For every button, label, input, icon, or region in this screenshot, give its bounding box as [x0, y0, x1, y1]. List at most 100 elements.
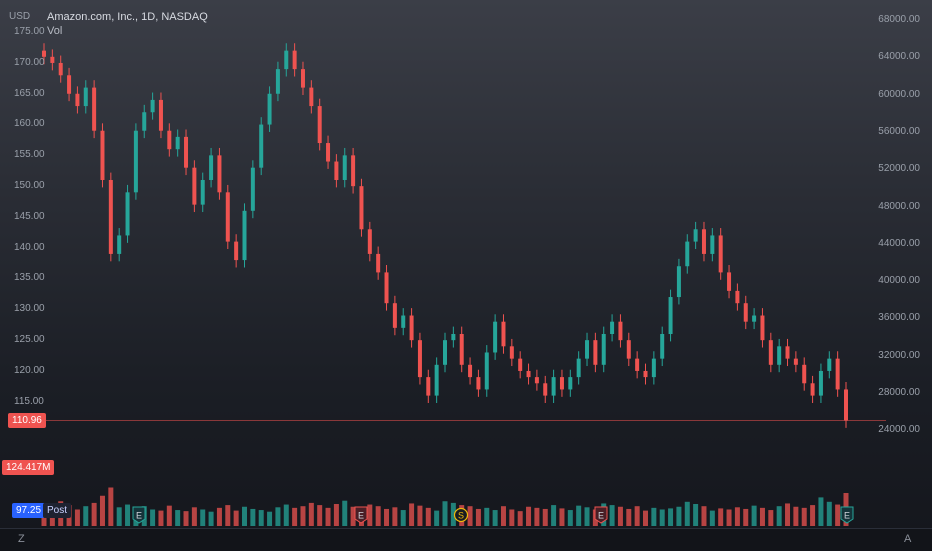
- volume-bar: [634, 506, 640, 526]
- candle-body: [225, 192, 230, 242]
- volume-bar: [175, 510, 181, 526]
- candle-body: [275, 69, 280, 94]
- candle-body: [493, 321, 498, 353]
- zoom-button[interactable]: Z: [18, 533, 25, 545]
- candle-body: [476, 377, 481, 390]
- candle-body: [676, 266, 681, 298]
- volume-bar: [810, 505, 816, 526]
- auto-scale-button[interactable]: A: [904, 533, 912, 545]
- price-tick-label: 130.00: [14, 303, 45, 315]
- candle-body: [727, 272, 732, 291]
- event-marker-letter: E: [844, 511, 850, 521]
- volume-bar: [258, 510, 264, 526]
- volume-bar: [216, 507, 222, 526]
- volume-bar: [693, 504, 699, 526]
- candle-body: [626, 340, 631, 359]
- candle-body: [710, 235, 715, 254]
- candle-body: [443, 340, 447, 365]
- volume-bar: [484, 507, 490, 526]
- volume-bar: [450, 502, 456, 526]
- volume-tick-label: 24000.00: [878, 424, 920, 436]
- candle-body: [384, 272, 389, 304]
- volume-bar: [709, 510, 715, 526]
- earnings-event-marker[interactable]: E: [594, 506, 608, 524]
- volume-bar: [225, 505, 231, 526]
- volume-bar: [643, 510, 648, 526]
- candle-body: [175, 136, 180, 150]
- price-tick-label: 140.00: [14, 241, 45, 253]
- candle-body: [117, 235, 122, 254]
- volume-bar: [617, 506, 623, 526]
- volume-bar: [668, 508, 674, 526]
- volume-bar: [517, 511, 523, 526]
- earnings-event-marker[interactable]: E: [354, 506, 368, 524]
- volume-bar: [83, 506, 89, 526]
- candle-body: [643, 370, 648, 378]
- volume-bar: [475, 508, 481, 526]
- candle-body: [250, 167, 255, 211]
- volume-tick-label: 52000.00: [878, 163, 920, 175]
- candle-body: [267, 93, 272, 125]
- candle-body: [635, 358, 640, 371]
- candle-body: [802, 364, 807, 384]
- volume-tick-label: 68000.00: [878, 14, 920, 25]
- candle-body: [793, 358, 798, 365]
- volume-bar: [300, 506, 306, 526]
- candle-body: [593, 340, 598, 365]
- candle-body: [42, 50, 46, 57]
- candle-body: [158, 99, 163, 131]
- volume-bar: [684, 501, 690, 526]
- symbol-title[interactable]: Amazon.com, Inc., 1D, NASDAQ: [47, 11, 208, 23]
- price-tick-label: 145.00: [14, 210, 45, 222]
- volume-bar: [191, 507, 197, 526]
- volume-tick-label: 40000.00: [878, 275, 920, 287]
- candle-body: [401, 315, 406, 328]
- time-axis-bar[interactable]: Z A: [0, 528, 932, 551]
- volume-bar: [275, 507, 281, 526]
- candle-body: [518, 358, 523, 371]
- volume-bar: [434, 510, 440, 526]
- candle-body: [334, 161, 339, 180]
- earnings-event-marker[interactable]: E: [132, 506, 146, 524]
- event-marker-letter: S: [458, 511, 464, 521]
- volume-bar: [108, 487, 114, 526]
- candle-body: [543, 383, 548, 396]
- volume-bar: [74, 509, 80, 526]
- candle-body: [83, 87, 88, 107]
- volume-bar: [116, 507, 122, 526]
- volume-tick-label: 36000.00: [878, 312, 920, 324]
- candle-body: [50, 56, 55, 63]
- candle-body: [292, 50, 297, 70]
- candle-body: [58, 62, 63, 76]
- volume-bar: [317, 505, 323, 526]
- volume-bar: [659, 509, 665, 526]
- price-tick-label: 120.00: [14, 364, 45, 376]
- volume-indicator-label[interactable]: Vol: [47, 25, 63, 37]
- volume-bar: [584, 507, 590, 526]
- volume-bar: [509, 509, 515, 526]
- candle-body: [735, 290, 740, 304]
- volume-bar: [409, 503, 415, 526]
- volume-bar: [542, 508, 548, 526]
- candle-body: [125, 192, 130, 236]
- volume-bar: [818, 497, 824, 526]
- candle-body: [685, 241, 690, 267]
- volume-bar: [467, 506, 473, 526]
- volume-bar: [233, 510, 239, 526]
- candle-body: [660, 334, 665, 359]
- volume-bar: [776, 506, 782, 526]
- currency-label: USD: [9, 11, 31, 22]
- volume-tick-label: 32000.00: [878, 349, 920, 361]
- price-tick-label: 155.00: [14, 149, 45, 161]
- split-event-marker[interactable]: S: [453, 507, 469, 523]
- volume-bar: [125, 504, 131, 526]
- volume-bar: [384, 508, 390, 526]
- candle-body: [768, 340, 773, 365]
- candle-body: [509, 346, 514, 359]
- volume-bar: [267, 511, 273, 526]
- candle-body: [142, 112, 147, 131]
- earnings-event-marker[interactable]: E: [840, 506, 854, 524]
- candle-body: [526, 370, 531, 378]
